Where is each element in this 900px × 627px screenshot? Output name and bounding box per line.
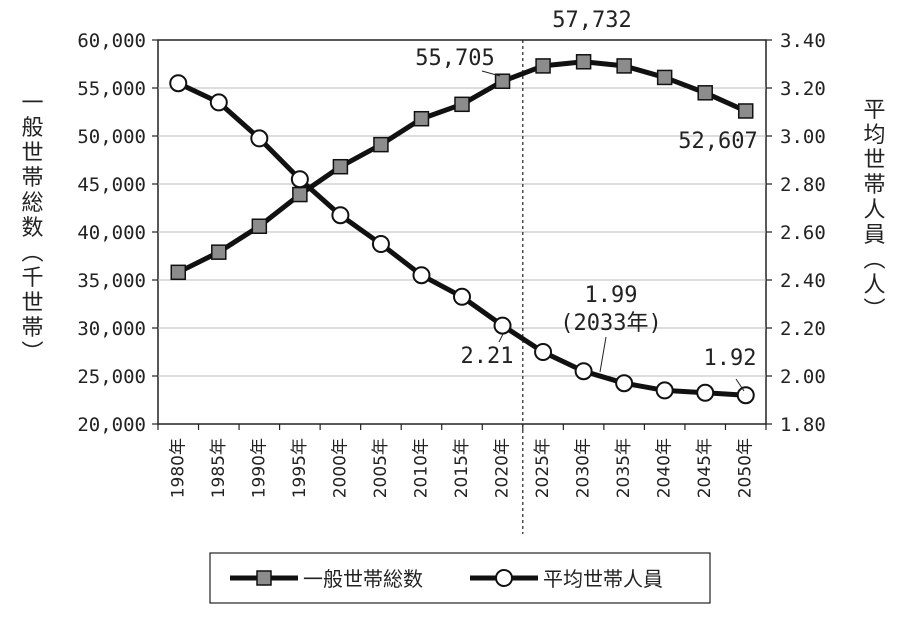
y-left-tick-label: 30,000: [77, 318, 146, 340]
left-axis-label: 一般世帯総数（千世帯）: [18, 91, 44, 366]
data-point-avg-members: [412, 266, 431, 285]
data-point-avg-members: [696, 383, 715, 402]
x-tick-label: 1985年: [209, 438, 229, 498]
legend-square-marker-icon: [256, 570, 272, 586]
leader-avg-2050: [735, 378, 745, 392]
data-point-households: [697, 85, 713, 101]
x-tick-label: 2020年: [493, 438, 513, 498]
annotations: 55,705 57,732 52,607 2.21 1.99 (2033年) 1…: [415, 8, 758, 392]
x-tick-label: 2025年: [533, 438, 553, 498]
y-right-tick-label: 2.40: [780, 270, 826, 292]
legend-label-avg: 平均世帯人員: [543, 567, 663, 591]
data-point-households: [737, 103, 754, 119]
data-point-households: [170, 264, 187, 281]
data-point-households: [616, 58, 632, 74]
x-tick-label: 1990年: [249, 438, 269, 498]
data-point-avg-members: [615, 374, 634, 393]
y-right-tick-label: 3.20: [780, 78, 826, 100]
data-point-avg-members: [736, 386, 755, 405]
legend-label-households: 一般世帯総数: [303, 567, 423, 591]
data-point-households: [373, 136, 389, 153]
legend-circle-marker-icon: [495, 569, 513, 587]
x-tick-label: 2050年: [736, 438, 756, 498]
label-avg-2033-note: (2033年): [560, 311, 661, 336]
data-point-avg-members: [453, 287, 471, 306]
x-tick-label: 2000年: [330, 438, 350, 498]
y-right-tick-label: 2.60: [780, 222, 826, 244]
data-point-avg-members: [371, 235, 390, 253]
data-point-avg-members: [493, 316, 512, 335]
data-point-avg-members: [534, 343, 553, 361]
x-tick-label: 2045年: [695, 438, 715, 498]
y-left-tick-label: 60,000: [77, 30, 146, 52]
legend: 一般世帯総数 平均世帯人員: [209, 552, 711, 604]
label-avg-2020: 2.21: [461, 344, 514, 369]
data-point-households: [535, 58, 551, 74]
data-point-households: [292, 186, 308, 203]
data-point-households: [575, 54, 592, 70]
data-point-avg-members: [574, 362, 593, 381]
y-left-tick-label: 20,000: [77, 414, 146, 436]
data-point-avg-members: [655, 381, 674, 400]
label-households-peak: 57,732: [552, 8, 631, 33]
data-point-avg-members: [290, 170, 309, 189]
data-point-households: [494, 73, 511, 89]
y-right-tick-label: 3.40: [780, 30, 826, 52]
data-point-avg-members: [250, 129, 269, 148]
data-point-households: [211, 244, 227, 260]
label-avg-2050: 1.92: [704, 346, 757, 371]
leader-households-2020: [481, 70, 501, 77]
series-layer: [169, 54, 755, 405]
x-tick-label: 2030年: [574, 438, 594, 498]
legend-item-avg: 平均世帯人員: [470, 567, 663, 591]
y-right-tick-label: 2.00: [780, 366, 826, 388]
data-point-households: [656, 69, 673, 86]
data-point-households: [251, 218, 268, 234]
x-tick-label: 1980年: [168, 438, 188, 498]
y-left-tick-label: 40,000: [77, 222, 146, 244]
label-households-2020: 55,705: [415, 46, 494, 71]
y-left-tick-label: 45,000: [77, 174, 146, 196]
x-tick-label: 2005年: [371, 438, 391, 498]
label-avg-2033: 1.99: [585, 283, 638, 308]
x-tick-label: 2010年: [411, 438, 431, 498]
y-left-tick-label: 50,000: [77, 126, 146, 148]
x-tick-label: 2040年: [655, 438, 675, 498]
y-left-tick-label: 35,000: [77, 270, 146, 292]
y-right-tick-label: 3.00: [780, 126, 826, 148]
y-axis-left-ticks: 20,000 25,000 30,000 35,000 40,000 45,000 50,0…: [77, 30, 158, 436]
data-point-households: [332, 158, 349, 175]
y-left-tick-label: 25,000: [77, 366, 146, 388]
legend-item-households: 一般世帯総数: [230, 567, 423, 591]
data-point-households: [413, 110, 430, 127]
data-point-avg-members: [209, 93, 228, 112]
data-point-households: [454, 96, 470, 113]
gridlines: [158, 87, 766, 377]
left-axis-title: 一般世帯総数（千世帯）: [18, 91, 44, 366]
leader-avg-2020: [498, 333, 504, 343]
x-tick-label: 2035年: [614, 438, 634, 498]
right-axis-label: 平均世帯人員（人）: [860, 98, 886, 323]
right-axis-title: 平均世帯人員（人）: [860, 98, 886, 323]
y-right-tick-label: 1.80: [780, 414, 826, 436]
data-point-avg-members: [331, 206, 350, 225]
x-axis-ticks: 1980年 1985年 1990年 1995年 2000年 2005年 2010年 2015年…: [157, 424, 767, 498]
y-right-tick-label: 2.20: [780, 318, 826, 340]
y-axis-right-ticks: 1.80 2.00 2.20 2.40 2.60 2.80 3.00 3.20 3.40: [766, 30, 826, 436]
data-point-avg-members: [169, 74, 188, 93]
leader-avg-2033: [599, 336, 607, 373]
y-right-tick-label: 2.80: [780, 174, 826, 196]
label-households-2050: 52,607: [678, 129, 757, 154]
x-tick-label: 1995年: [290, 438, 310, 498]
x-tick-label: 2015年: [452, 438, 472, 498]
y-left-tick-label: 55,000: [77, 78, 146, 100]
